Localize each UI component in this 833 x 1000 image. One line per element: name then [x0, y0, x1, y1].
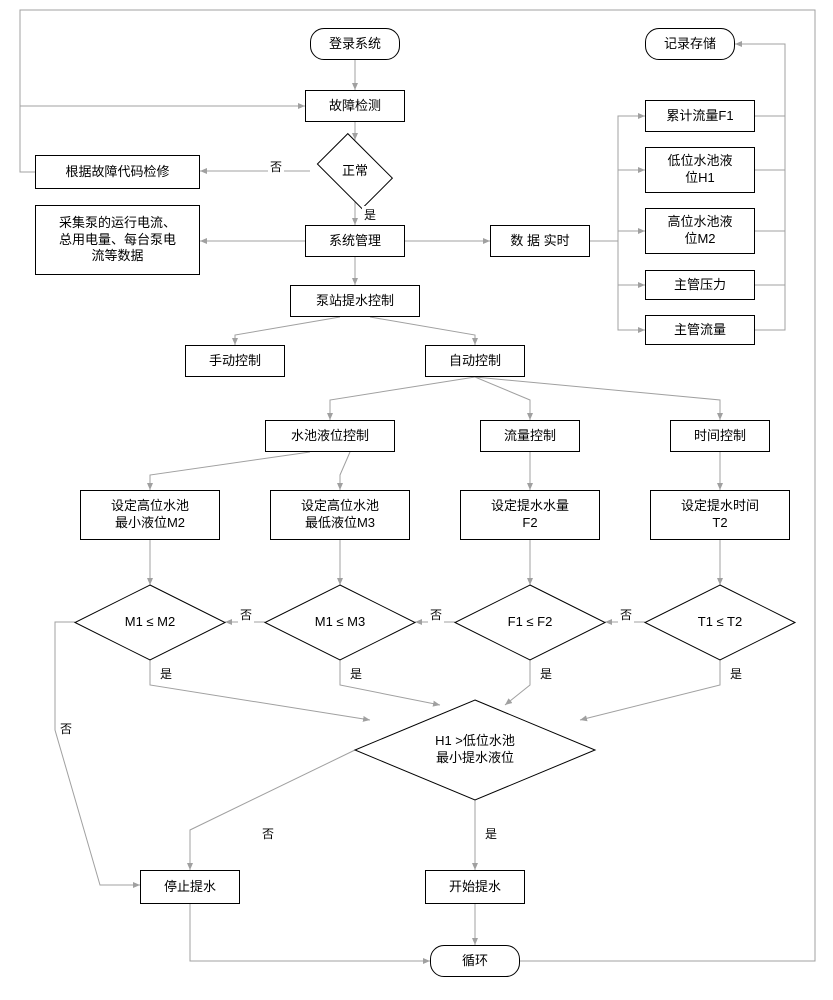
node-label: 登录系统	[329, 36, 381, 53]
node-label: M1 ≤ M3	[315, 614, 365, 631]
node-label: 故障检测	[329, 98, 381, 115]
node-label-wrap: M1 ≤ M2	[75, 585, 225, 660]
node-label: 数 据 实时	[510, 233, 569, 250]
node-repair: 根据故障代码检修	[35, 155, 200, 189]
node-flow_ctrl: 流量控制	[480, 420, 580, 452]
edge-cmp_m2-stop	[55, 622, 140, 885]
node-label: 主管压力	[674, 277, 726, 294]
edge-auto-flow_ctrl	[475, 377, 530, 420]
node-label-wrap: T1 ≤ T2	[645, 585, 795, 660]
node-label: 设定提水水量F2	[491, 498, 569, 532]
node-label: 系统管理	[329, 233, 381, 250]
node-label: 采集泵的运行电流、总用电量、每台泵电流等数据	[59, 215, 176, 266]
node-sys_mgmt: 系统管理	[305, 225, 405, 257]
node-set_t2: 设定提水时间T2	[650, 490, 790, 540]
node-pump_ctrl: 泵站提水控制	[290, 285, 420, 317]
node-label: 低位水池液位H1	[667, 153, 732, 187]
node-label: M1 ≤ M2	[125, 614, 175, 631]
node-label: 设定高位水池最低液位M3	[301, 498, 379, 532]
node-label: 累计流量F1	[666, 108, 733, 125]
node-set_m2: 设定高位水池最小液位M2	[80, 490, 220, 540]
edge-label: 否	[268, 158, 284, 175]
edge-label: 是	[348, 665, 364, 682]
node-set_f2: 设定提水水量F2	[460, 490, 600, 540]
node-label: 高位水池液位M2	[667, 214, 732, 248]
edge-label: 否	[260, 825, 276, 842]
node-set_m3: 设定高位水池最低液位M3	[270, 490, 410, 540]
edge-low_h1-record_store	[755, 44, 785, 170]
node-loop: 循环	[430, 945, 520, 977]
edge-main_press-record_store	[755, 44, 785, 285]
edge-data_rt-low_h1	[590, 170, 645, 241]
edge-cmp_h1-stop	[190, 750, 355, 870]
node-label: 正常	[342, 163, 368, 180]
node-data_rt: 数 据 实时	[490, 225, 590, 257]
node-label-wrap: F1 ≤ F2	[455, 585, 605, 660]
node-auto: 自动控制	[425, 345, 525, 377]
edge-data_rt-high_m2	[590, 231, 645, 241]
edge-label: 否	[618, 606, 634, 623]
edge-cmp_t2-cmp_h1	[580, 660, 720, 720]
node-stop: 停止提水	[140, 870, 240, 904]
node-login: 登录系统	[310, 28, 400, 60]
edge-pump_ctrl-auto	[370, 317, 475, 345]
node-collect: 采集泵的运行电流、总用电量、每台泵电流等数据	[35, 205, 200, 275]
node-label: T1 ≤ T2	[698, 614, 742, 631]
node-main_flow: 主管流量	[645, 315, 755, 345]
edge-label: 是	[158, 665, 174, 682]
edge-high_m2-record_store	[755, 44, 785, 231]
node-label: 泵站提水控制	[316, 293, 394, 310]
node-label: 手动控制	[209, 353, 261, 370]
edge-cmp_m2-cmp_h1	[150, 660, 370, 720]
node-label: 水池液位控制	[291, 428, 369, 445]
node-start: 开始提水	[425, 870, 525, 904]
node-fault_detect: 故障检测	[305, 90, 405, 122]
edge-label: 否	[58, 720, 74, 737]
node-flow_f1: 累计流量F1	[645, 100, 755, 132]
node-label-wrap: H1 >低位水池最小提水液位	[355, 700, 595, 800]
node-main_press: 主管压力	[645, 270, 755, 300]
edge-main_flow-record_store	[755, 44, 785, 330]
node-label: 设定提水时间T2	[681, 498, 759, 532]
node-label: 主管流量	[674, 322, 726, 339]
node-label: 自动控制	[449, 353, 501, 370]
node-label: 循环	[462, 953, 488, 970]
node-label: 时间控制	[694, 428, 746, 445]
node-label: H1 >低位水池最小提水液位	[435, 733, 515, 767]
edge-label: 是	[483, 825, 499, 842]
edge-level_ctrl-set_m3	[340, 452, 350, 490]
node-label: 记录存储	[664, 36, 716, 53]
node-label-wrap: M1 ≤ M3	[265, 585, 415, 660]
node-label: 流量控制	[504, 428, 556, 445]
node-label: 停止提水	[164, 879, 216, 896]
edge-label: 是	[728, 665, 744, 682]
node-label: 根据故障代码检修	[65, 164, 169, 181]
edge-level_ctrl-set_m2	[150, 452, 310, 490]
edge-label: 是	[362, 206, 378, 223]
node-label: 开始提水	[449, 879, 501, 896]
edge-label: 否	[428, 606, 444, 623]
edge-repair-fault_detect	[20, 106, 35, 172]
node-manual: 手动控制	[185, 345, 285, 377]
node-time_ctrl: 时间控制	[670, 420, 770, 452]
node-record_store: 记录存储	[645, 28, 735, 60]
node-label: 设定高位水池最小液位M2	[111, 498, 189, 532]
node-label: F1 ≤ F2	[508, 614, 553, 631]
edge-stop-loop	[190, 904, 430, 961]
node-high_m2: 高位水池液位M2	[645, 208, 755, 254]
edge-auto-level_ctrl	[330, 377, 475, 420]
edge-pump_ctrl-manual	[235, 317, 340, 345]
edge-label: 否	[238, 606, 254, 623]
node-low_h1: 低位水池液位H1	[645, 147, 755, 193]
edge-cmp_f2-cmp_h1	[505, 660, 530, 705]
edge-auto-time_ctrl	[475, 377, 720, 420]
edge-label: 是	[538, 665, 554, 682]
node-normal: 正常	[310, 140, 400, 202]
node-level_ctrl: 水池液位控制	[265, 420, 395, 452]
